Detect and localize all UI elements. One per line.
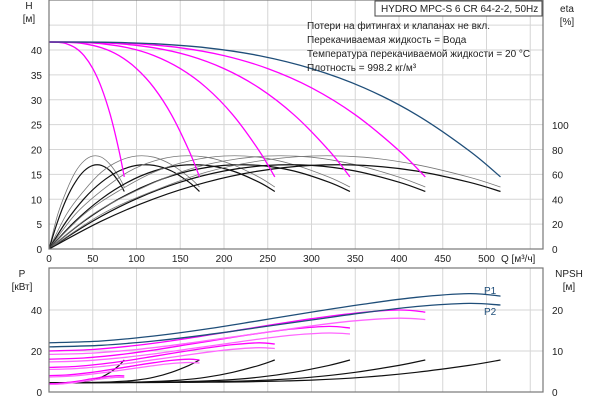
- note-fittings: Потери на фитингах и клапанах не вкл.: [307, 20, 490, 32]
- p1-curve-1-pumps: [48, 374, 125, 385]
- eta-curve-2-pumps: [48, 164, 200, 250]
- chart-title: HYDRO MPC-S 6 CR 64-2-2, 50Hz: [381, 4, 538, 15]
- x-tick-label: 400: [391, 254, 408, 265]
- eta-total-curve-6-pumps: [48, 155, 501, 250]
- p2-curve-label: P2: [484, 307, 497, 318]
- eta-axis-label: eta: [560, 4, 574, 15]
- grid-top: [49, 0, 543, 249]
- title-box: [374, 0, 543, 17]
- npsh-axis-label: NPSH: [555, 269, 583, 280]
- h-axis-label: H: [25, 1, 32, 12]
- npsh-tick-label: 20: [552, 306, 564, 317]
- eta-tick-label: 100: [552, 121, 569, 132]
- x-tick-label: 50: [87, 254, 99, 265]
- h-tick-label: 30: [31, 96, 43, 107]
- eta-total-curve-1-pumps: [48, 155, 125, 250]
- p-axis-unit: [кВт]: [12, 282, 33, 293]
- q-axis-label: Q [м³/ч]: [501, 254, 536, 265]
- p2-curve-6-pumps: [48, 302, 501, 348]
- npsh-tick-label: 0: [552, 388, 558, 399]
- curves: [48, 41, 501, 386]
- eta-curve-5-pumps: [48, 164, 426, 250]
- p1-curve-3-pumps: [48, 342, 275, 369]
- eta-tick-label: 80: [552, 146, 564, 157]
- x-tick-label: 100: [128, 254, 145, 265]
- x-tick-label: 150: [172, 254, 189, 265]
- bottom-plot-frame: [48, 267, 544, 393]
- h-tick-label: 5: [36, 220, 42, 231]
- x-tick-label: 500: [478, 254, 495, 265]
- npsh-tick-label: 10: [552, 347, 564, 358]
- npsh-curve-6-pumps: [49, 359, 501, 384]
- h-tick-label: 0: [36, 245, 42, 256]
- eta-tick-label: 40: [552, 195, 564, 206]
- h-tick-label: 40: [31, 46, 43, 57]
- x-tick-label: 350: [347, 254, 364, 265]
- x-tick-label: 0: [46, 254, 52, 265]
- tick-labels: 0 50 100 150 200 250 300 350 400 450 5000510152025…: [31, 46, 569, 399]
- p-tick-label: 0: [36, 388, 42, 399]
- h-tick-label: 35: [31, 71, 43, 82]
- head-curve-3-pumps: [48, 41, 276, 178]
- eta-tick-label: 20: [552, 220, 564, 231]
- eta-total-curve-2-pumps: [48, 155, 200, 250]
- p2-curve-1-pumps: [48, 376, 125, 386]
- p2-curve-4-pumps: [48, 332, 351, 363]
- x-tick-label: 450: [434, 254, 451, 265]
- head-curve-1-pumps: [48, 41, 125, 178]
- npsh-axis-unit: [м]: [563, 282, 576, 293]
- note-density: Плотность = 998.2 кг/м³: [307, 63, 417, 74]
- eta-curve-6-pumps: [48, 164, 501, 250]
- eta-tick-label: 60: [552, 171, 564, 182]
- p1-curve-label: P1: [484, 286, 497, 297]
- h-tick-label: 20: [31, 146, 43, 157]
- h-tick-label: 15: [31, 170, 43, 181]
- p1-curve-4-pumps: [48, 325, 351, 360]
- grid-bottom: [49, 268, 543, 392]
- note-liquid: Перекачиваемая жидкость = Вода: [307, 35, 467, 46]
- note-temperature: Температура перекачиваемой жидкости = 20…: [307, 49, 530, 60]
- x-tick-label: 200: [216, 254, 233, 265]
- top-plot-frame: [48, 0, 544, 250]
- p1-curve-6-pumps: [48, 292, 501, 344]
- h-axis-unit: [м]: [23, 14, 36, 25]
- h-tick-label: 10: [31, 195, 43, 206]
- eta-tick-label: 0: [552, 245, 558, 256]
- eta-axis-unit: [%]: [560, 17, 575, 28]
- eta-curve-1-pumps: [48, 164, 125, 250]
- p2-curve-5-pumps: [48, 317, 426, 356]
- h-tick-label: 25: [31, 121, 43, 132]
- p-axis-label: P: [19, 269, 26, 280]
- p1-curve-2-pumps: [48, 358, 200, 377]
- p2-curve-2-pumps: [48, 361, 200, 378]
- head-curve-6-pumps: [48, 41, 501, 178]
- eta-total-curve-3-pumps: [48, 155, 276, 250]
- p-tick-label: 40: [31, 306, 43, 317]
- p-tick-label: 20: [31, 347, 43, 358]
- p2-curve-3-pumps: [48, 347, 275, 371]
- x-tick-label: 300: [303, 254, 320, 265]
- x-tick-label: 250: [259, 254, 276, 265]
- eta-total-curve-5-pumps: [48, 155, 426, 250]
- eta-total-curve-4-pumps: [48, 155, 351, 250]
